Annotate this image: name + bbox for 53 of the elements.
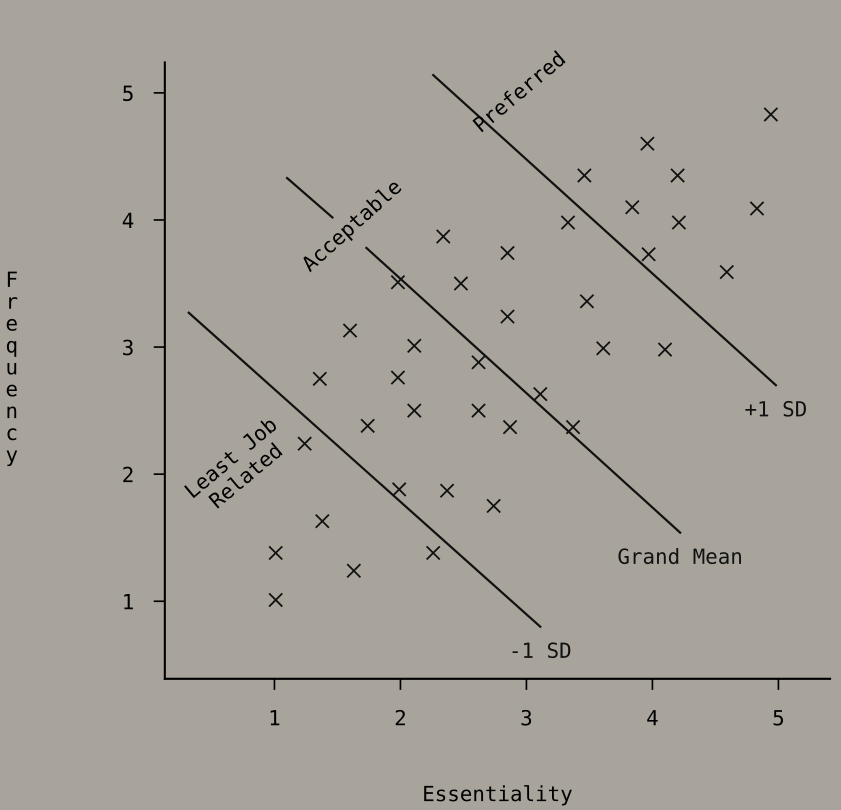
point <box>560 215 576 230</box>
point <box>342 323 358 338</box>
x-tick-label: 5 <box>774 710 784 726</box>
point <box>406 403 422 418</box>
point <box>750 201 764 216</box>
point <box>763 106 778 122</box>
point <box>392 482 407 497</box>
point <box>297 436 312 452</box>
point <box>440 483 455 498</box>
point <box>500 246 516 261</box>
x-tick-label: 2 <box>396 710 405 726</box>
point <box>346 563 362 578</box>
point <box>268 592 284 608</box>
point <box>719 264 734 280</box>
point <box>596 340 611 356</box>
point <box>436 228 451 244</box>
y-tick-label: 3 <box>123 340 133 356</box>
point <box>579 294 594 309</box>
y-tick-label: 4 <box>122 212 134 228</box>
point <box>502 420 518 435</box>
point <box>624 200 640 215</box>
point <box>641 246 656 262</box>
point <box>471 354 486 370</box>
y-tick-label: 5 <box>123 86 133 102</box>
point <box>532 386 548 402</box>
point <box>640 136 655 152</box>
x-tick-label: 4 <box>647 710 658 726</box>
point <box>453 276 468 292</box>
point <box>390 370 406 386</box>
point <box>268 545 284 560</box>
point <box>426 545 441 560</box>
y-tick-label: 1 <box>124 594 133 610</box>
series-label: Grand Mean <box>618 548 741 564</box>
series-label: -1 SD <box>512 642 570 658</box>
point <box>406 338 422 354</box>
y-tick-label: 2 <box>123 466 133 482</box>
point <box>576 168 592 183</box>
x-tick-label: 1 <box>270 710 280 726</box>
point <box>390 274 406 290</box>
point <box>500 309 516 324</box>
point <box>314 514 330 529</box>
x-tick-label: 3 <box>522 710 532 726</box>
x-axis-title: Essentiality <box>424 785 572 806</box>
point <box>486 498 502 514</box>
text: Frequency <box>6 272 18 466</box>
series-label: +1 SD <box>745 400 806 417</box>
point <box>566 420 581 435</box>
point <box>658 342 673 358</box>
point <box>471 403 486 418</box>
point <box>670 168 686 183</box>
point <box>360 418 376 434</box>
point <box>671 215 686 230</box>
point <box>312 371 328 386</box>
